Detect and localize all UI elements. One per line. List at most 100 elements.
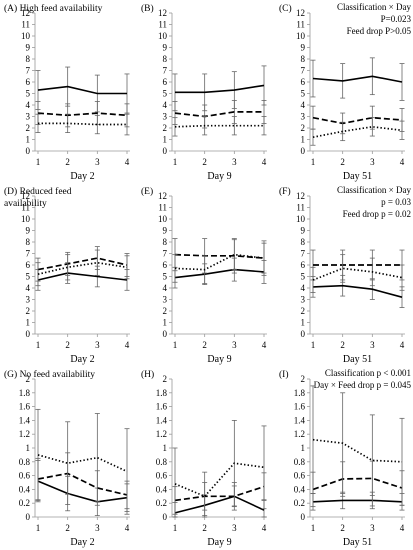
series-line-dashed xyxy=(37,112,128,117)
x-tick-label: 1 xyxy=(311,340,316,350)
series-dotted xyxy=(310,385,405,507)
y-tick-label: 3 xyxy=(163,112,168,122)
y-tick-label: 0.2 xyxy=(156,498,167,508)
series-dashed xyxy=(310,105,405,135)
y-tick-label: 10 xyxy=(296,214,306,224)
y-tick-label: 5 xyxy=(301,89,306,99)
y-tick-label: 1.4 xyxy=(294,415,306,425)
y-tick-label: 11 xyxy=(158,203,167,213)
panel-g: 0 0.2 0.4 0.6 0.8 1 1.2 1.4 1.6 1.8 2 1 2 3 4 Day 2 (G) … xyxy=(4,369,130,548)
y-tick-label: 10 xyxy=(21,214,31,224)
stat-note: Classification × Day xyxy=(337,2,412,12)
y-tick-label: 0.6 xyxy=(294,471,306,481)
stat-note: Classification p < 0.001 xyxy=(325,368,411,378)
panel-label: (B) xyxy=(141,3,154,14)
panel-label-line2: availability xyxy=(4,199,47,209)
series-line-solid xyxy=(312,75,403,83)
x-axis-label: Day 51 xyxy=(343,537,372,548)
y-tick-label: 7 xyxy=(26,249,31,259)
series-solid xyxy=(172,485,267,518)
panel-label: (A) High feed availability xyxy=(4,3,103,14)
y-tick-label: 1 xyxy=(301,443,306,453)
series-line-solid xyxy=(312,284,403,298)
x-tick-label: 4 xyxy=(125,340,130,350)
y-tick-label: 5 xyxy=(26,272,31,282)
y-tick-label: 0.4 xyxy=(19,484,31,494)
y-tick-label: 0 xyxy=(163,512,168,522)
series-dotted xyxy=(310,254,405,293)
series-line-dotted xyxy=(37,261,128,276)
stat-note: Feed drop p = 0.02 xyxy=(343,209,411,219)
x-tick-label: 1 xyxy=(36,523,41,533)
x-tick-label: 1 xyxy=(36,340,41,350)
y-tick-label: 1.6 xyxy=(19,402,31,412)
panel-label: (D) Reduced feed xyxy=(4,186,72,197)
y-tick-label: 1.4 xyxy=(19,415,31,425)
x-tick-label: 4 xyxy=(125,157,130,167)
y-tick-label: 12 xyxy=(21,191,30,201)
y-tick-label: 0 xyxy=(26,146,31,156)
series-line-dashed xyxy=(37,257,128,271)
x-tick-label: 1 xyxy=(173,157,178,167)
series-line-dotted xyxy=(174,124,264,128)
y-tick-label: 9 xyxy=(163,43,168,53)
y-tick-label: 1 xyxy=(26,135,31,145)
series-line-solid xyxy=(175,84,265,94)
y-tick-label: 7 xyxy=(301,249,306,259)
y-tick-label: 8 xyxy=(163,54,168,64)
series-dotted xyxy=(35,408,130,515)
y-tick-label: 0.6 xyxy=(156,471,168,481)
series-line-dotted xyxy=(312,125,403,139)
y-tick-label: 0.2 xyxy=(294,498,305,508)
series-dotted xyxy=(172,239,267,284)
y-tick-label: 4 xyxy=(26,100,31,110)
y-tick-label: 11 xyxy=(158,20,167,30)
x-tick-label: 2 xyxy=(202,340,207,350)
series-line-dashed xyxy=(174,485,265,502)
y-tick-label: 0 xyxy=(26,329,31,339)
x-tick-label: 2 xyxy=(340,523,345,533)
y-tick-label: 11 xyxy=(21,20,30,30)
y-tick-label: 1 xyxy=(26,443,31,453)
series-solid xyxy=(172,257,267,289)
y-tick-label: 1.2 xyxy=(156,429,167,439)
x-tick-label: 2 xyxy=(202,523,207,533)
panel-i: 0 0.2 0.4 0.6 0.8 1 1.2 1.4 1.6 1.8 2 1 2 3 4 Day 51 (I)… xyxy=(279,368,411,548)
x-tick-label: 3 xyxy=(95,340,100,350)
y-tick-label: 3 xyxy=(26,295,31,305)
y-tick-label: 9 xyxy=(301,43,306,53)
series-line-solid xyxy=(37,480,128,503)
y-tick-label: 8 xyxy=(26,237,31,247)
y-tick-label: 1.6 xyxy=(294,402,306,412)
y-tick-label: 4 xyxy=(301,283,306,293)
y-tick-label: 12 xyxy=(296,191,305,201)
y-tick-label: 9 xyxy=(26,43,31,53)
stat-note: Classification × Day xyxy=(337,185,412,195)
y-tick-label: 10 xyxy=(158,31,168,41)
y-tick-label: 4 xyxy=(26,283,31,293)
y-tick-label: 0 xyxy=(163,329,168,339)
x-tick-label: 3 xyxy=(232,157,237,167)
series-solid xyxy=(310,57,405,101)
series-solid xyxy=(35,66,130,114)
y-tick-label: 7 xyxy=(163,66,168,76)
series-line-dotted xyxy=(312,267,403,281)
y-tick-label: 3 xyxy=(301,112,306,122)
y-tick-label: 1.8 xyxy=(19,388,31,398)
x-axis-label: Day 9 xyxy=(207,354,231,365)
y-tick-label: 5 xyxy=(301,272,306,282)
x-tick-label: 4 xyxy=(262,523,267,533)
x-tick-label: 4 xyxy=(400,340,405,350)
y-tick-label: 9 xyxy=(163,226,168,236)
y-tick-label: 7 xyxy=(26,66,31,76)
y-tick-label: 6 xyxy=(163,77,168,87)
y-tick-label: 0.8 xyxy=(156,457,168,467)
y-tick-label: 1.4 xyxy=(156,415,168,425)
y-tick-label: 12 xyxy=(158,191,167,201)
series-dotted xyxy=(35,113,130,136)
y-tick-label: 11 xyxy=(21,203,30,213)
series-line-solid xyxy=(312,499,403,503)
y-tick-label: 2 xyxy=(301,374,306,384)
